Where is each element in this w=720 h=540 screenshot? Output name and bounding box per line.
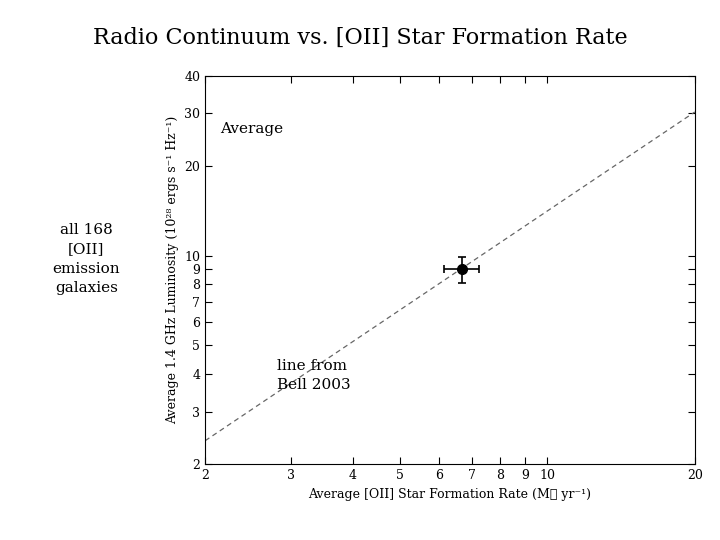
Y-axis label: Average 1.4 GHz Luminosity (10²⁸ ergs s⁻¹ Hz⁻¹): Average 1.4 GHz Luminosity (10²⁸ ergs s⁻…	[166, 116, 179, 424]
Text: Average: Average	[220, 122, 284, 136]
Text: Radio Continuum vs. [OII] Star Formation Rate: Radio Continuum vs. [OII] Star Formation…	[93, 27, 627, 49]
Text: all 168
[OII]
emission
galaxies: all 168 [OII] emission galaxies	[53, 223, 120, 295]
X-axis label: Average [OII] Star Formation Rate (M☉ yr⁻¹): Average [OII] Star Formation Rate (M☉ yr…	[308, 488, 592, 501]
Text: line from
Bell 2003: line from Bell 2003	[276, 359, 351, 392]
